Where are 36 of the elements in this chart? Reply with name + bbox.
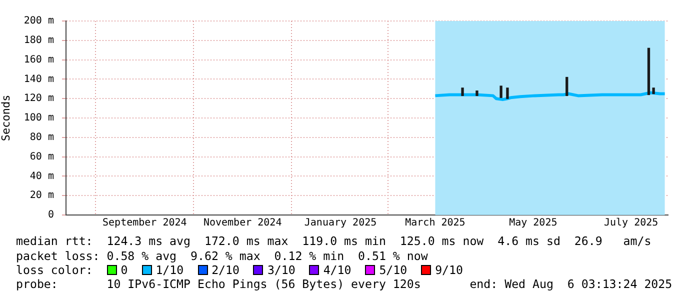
bar — [506, 88, 509, 99]
y-axis-title: Seconds — [0, 94, 12, 142]
legend-label: 0 — [120, 263, 128, 277]
y-tick-label: 200 m — [24, 16, 54, 27]
x-tick-label: July 2025 — [604, 218, 658, 229]
bar — [647, 48, 650, 96]
y-tick-label: 160 m — [24, 54, 54, 66]
x-tick-label: September 2024 — [102, 218, 187, 229]
y-tick-label: 120 m — [24, 93, 54, 104]
text: median rtt: 124.3 ms avg 172.0 ms max 119.0 ms min 125.0 ms now 4.6 ms sd 26.9 am/s — [16, 234, 652, 248]
x-tick-label: January 2025 — [304, 218, 377, 229]
legend-label: 5/10 — [378, 263, 408, 277]
legend-label: 9/10 — [434, 263, 463, 277]
y-tick-label: 140 m — [24, 74, 54, 85]
text: packet loss: 0.58 % avg 9.62 % max 0.12 % min 0.51 % now — [16, 249, 428, 263]
bar — [500, 86, 502, 98]
y-tick-label: 80 m — [30, 132, 54, 143]
x-tick-label: November 2024 — [203, 218, 282, 229]
text: probe: 10 IPv6-ICMP Echo Pings (56 Bytes) every 120s end: Wed Aug 6 03:13:24 2025 — [16, 277, 672, 291]
legend-label: 4/10 — [322, 263, 352, 277]
y-tick-label: 100 m — [24, 112, 54, 124]
legend-label: 1/10 — [154, 263, 184, 277]
legend-title: loss color: — [16, 263, 94, 277]
legend-label: 2/10 — [210, 263, 240, 277]
y-tick-label: 40 m — [30, 170, 54, 182]
x-tick-label: March 2025 — [405, 218, 466, 229]
y-tick-label: 20 m — [30, 190, 54, 202]
bar — [461, 88, 464, 96]
y-tick-label: 0 — [48, 210, 54, 221]
legend-label: 3/10 — [266, 263, 296, 277]
y-tick-label: 180 m — [24, 34, 54, 46]
y-tick-label: 60 m — [30, 151, 54, 162]
bar — [652, 88, 655, 94]
bar — [476, 90, 478, 96]
x-tick-label: May 2025 — [509, 218, 558, 229]
bar — [566, 76, 568, 96]
